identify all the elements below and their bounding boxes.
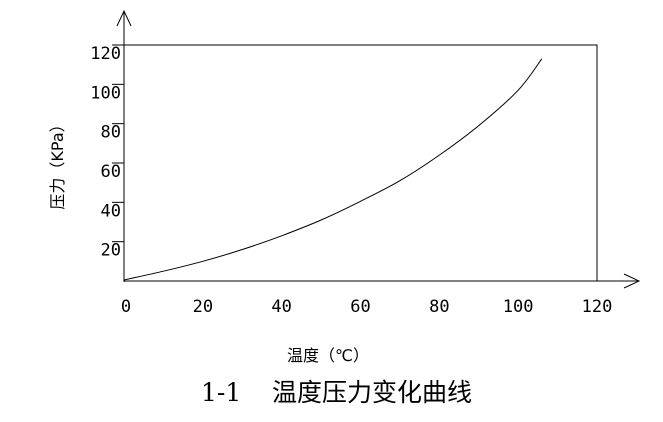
y-tick-label: 20 <box>101 241 121 261</box>
y-tick-label: 80 <box>101 123 121 143</box>
x-tick-label: 20 <box>193 297 213 317</box>
x-tick-labels: 0 20 40 60 80 100 120 <box>121 297 612 317</box>
y-tick-label: 100 <box>90 83 121 103</box>
pressure-curve <box>123 58 543 281</box>
x-tick-label: 120 <box>582 297 613 317</box>
y-tick-labels: 20 40 60 80 100 120 <box>90 44 124 261</box>
y-tick-label: 120 <box>90 44 121 64</box>
x-axis-label: 温度（℃） <box>287 346 369 365</box>
y-axis-label: 压力（KPa） <box>48 116 67 209</box>
x-tick-label: 80 <box>429 297 449 317</box>
x-tick-label: 100 <box>503 297 534 317</box>
figure-caption-number: 1-1 <box>201 378 241 407</box>
x-tick-label: 60 <box>350 297 370 317</box>
x-axis-arrow <box>623 273 641 289</box>
y-tick-label: 40 <box>101 201 121 221</box>
y-axis-arrow <box>116 9 132 27</box>
x-tick-label: 40 <box>271 297 291 317</box>
figure-caption-text: 温度压力变化曲线 <box>272 378 472 407</box>
x-tick-label: 0 <box>121 297 131 317</box>
y-tick-label: 60 <box>101 162 121 182</box>
